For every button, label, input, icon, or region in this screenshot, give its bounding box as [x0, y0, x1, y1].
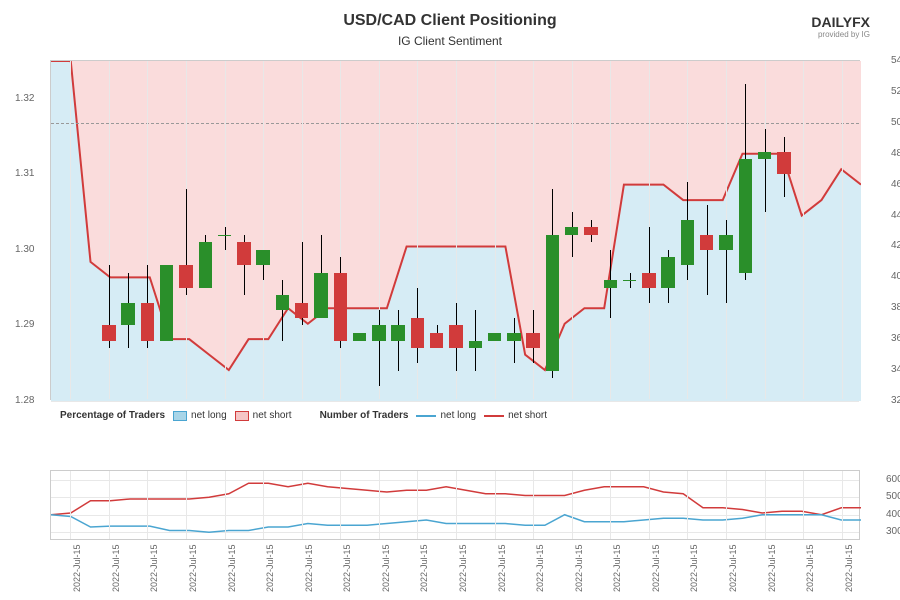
legend-label-pct: Percentage of Traders: [60, 410, 165, 421]
legend: Percentage of Traders net long net short…: [60, 410, 860, 421]
sub-chart: [50, 470, 860, 540]
legend-net-short-area: net short: [235, 410, 292, 421]
brand-logo: DAILYFX: [811, 14, 870, 30]
legend-net-short-line: net short: [484, 410, 547, 421]
chart-subtitle: IG Client Sentiment: [0, 34, 900, 48]
legend-label-num: Number of Traders: [320, 410, 409, 421]
legend-net-long-line: net long: [416, 410, 476, 421]
chart-title: USD/CAD Client Positioning: [0, 0, 900, 30]
legend-net-long-area: net long: [173, 410, 227, 421]
brand-logo-sub: provided by IG: [818, 30, 870, 39]
main-chart: [50, 60, 860, 400]
